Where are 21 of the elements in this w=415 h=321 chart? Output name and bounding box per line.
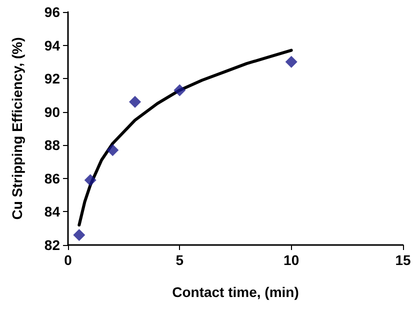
x-tick-label: 5 — [176, 252, 184, 268]
line-series — [78, 48, 293, 227]
y-tick-label: 94 — [44, 37, 60, 54]
point — [285, 56, 298, 68]
y-tick-label: 90 — [44, 104, 60, 120]
x-tick-label: 15 — [395, 252, 411, 268]
y-axis-title: Cu Stripping Efficiency, (%) — [9, 37, 25, 220]
y-tick-label: 88 — [44, 137, 60, 154]
x-tick-label: 10 — [284, 252, 300, 268]
point — [106, 144, 119, 156]
point — [129, 96, 141, 108]
x-axis-title: Contact time, (min) — [172, 284, 299, 300]
point — [174, 84, 186, 96]
x-tick-label: 0 — [64, 252, 72, 268]
y-tick-label: 84 — [44, 204, 60, 220]
y-tick-label: 86 — [44, 170, 60, 186]
y-tick-label: 82 — [44, 237, 60, 253]
point — [84, 174, 96, 186]
y-tick-label: 96 — [44, 4, 60, 20]
point — [73, 229, 86, 242]
y-tick-label: 92 — [44, 70, 60, 87]
